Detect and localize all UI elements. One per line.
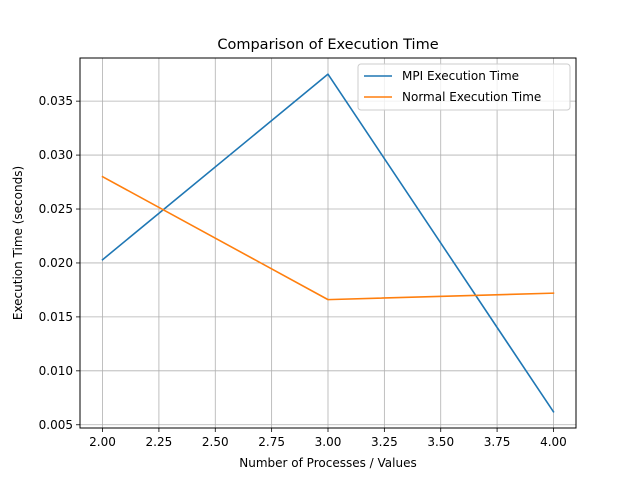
legend-label-0: MPI Execution Time <box>402 69 519 83</box>
series-line-1 <box>101 175 555 301</box>
x-axis: 2.00 2.25 2.50 2.75 3.00 3.25 3.50 3.75 4.00 <box>89 428 567 449</box>
y-tick-label: 0.015 <box>39 310 73 324</box>
x-tick-label: 4.00 <box>540 435 567 449</box>
y-tick-label: 0.035 <box>39 94 73 108</box>
x-axis-title: Number of Processes / Values <box>239 456 416 470</box>
y-tick-label: 0.010 <box>39 364 73 378</box>
legend-label-1: Normal Execution Time <box>402 90 541 104</box>
x-tick-label: 2.25 <box>146 435 173 449</box>
y-axis: 0.005 0.010 0.015 0.020 0.025 0.030 0.035 <box>39 94 80 432</box>
x-tick-label: 3.75 <box>484 435 511 449</box>
y-tick-label: 0.025 <box>39 202 73 216</box>
legend: MPI Execution Time Normal Execution Time <box>357 63 571 111</box>
x-tick-label: 3.50 <box>427 435 454 449</box>
y-tick-label: 0.005 <box>39 418 73 432</box>
x-tick-label: 2.50 <box>202 435 229 449</box>
x-tick-label: 2.00 <box>89 435 116 449</box>
legend-box <box>357 63 571 111</box>
y-axis-title: Execution Time (seconds) <box>11 166 25 320</box>
series-lines <box>101 73 555 413</box>
series-line-0 <box>101 73 555 413</box>
y-tick-label: 0.020 <box>39 256 73 270</box>
x-tick-label: 3.25 <box>371 435 398 449</box>
chart-title: Comparison of Execution Time <box>217 37 438 53</box>
x-tick-label: 2.75 <box>258 435 285 449</box>
y-tick-label: 0.030 <box>39 148 73 162</box>
x-tick-label: 3.00 <box>315 435 342 449</box>
grid <box>80 58 576 428</box>
